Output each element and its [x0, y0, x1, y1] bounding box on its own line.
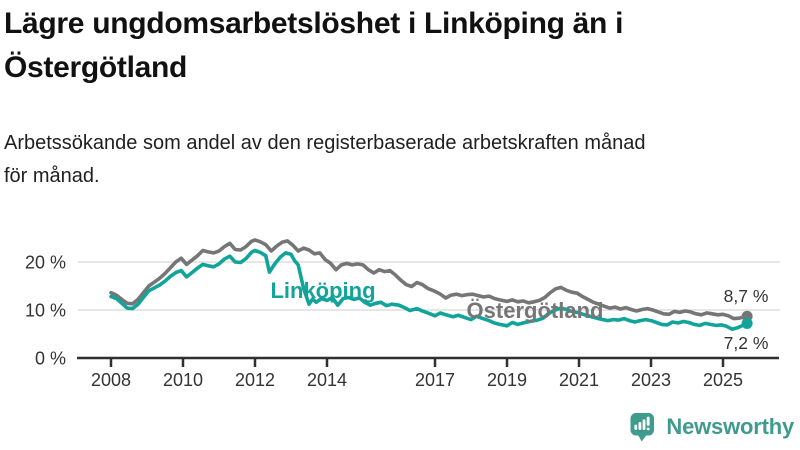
series-label-linköping: Linköping [270, 278, 375, 303]
brand-name: Newsworthy [666, 414, 794, 439]
page-subtitle: Arbetssökande som andel av den registerb… [4, 127, 794, 193]
x-tick-label: 2019 [487, 370, 527, 390]
page-subtitle-line-1: Arbetssökande som andel av den registerb… [4, 132, 646, 154]
series-end-dot-linköping [741, 317, 753, 329]
page-title-line-2: Östergötland [4, 51, 188, 84]
y-tick-label: 0 % [35, 349, 66, 369]
y-tick-label: 20 % [25, 253, 66, 273]
page-title-line-1: Lägre ungdomsarbetslöshet i Linköping än… [4, 7, 624, 40]
x-tick-label: 2010 [163, 370, 203, 390]
x-tick-label: 2021 [559, 370, 599, 390]
page-subtitle-line-2: för månad. [4, 165, 100, 187]
series-line-östergötland [109, 238, 749, 321]
page-title: Lägre ungdomsarbetslöshet i Linköping än… [4, 2, 784, 90]
end-value-label-östergötland: 8,7 % [724, 286, 769, 306]
series-line-linköping [109, 248, 749, 331]
x-tick-label: 2025 [703, 370, 743, 390]
unemployment-line-chart: 2008 2010 2012 2014 2017 2019 2021 2023 2025 0 % 1… [25, 238, 780, 390]
series-label-östergötland: Östergötland [467, 298, 604, 323]
y-tick-label: 10 % [25, 301, 66, 321]
x-tick-label: 2023 [631, 370, 671, 390]
x-tick-label: 2012 [235, 370, 275, 390]
newsworthy-brand-link[interactable]: Newsworthy [629, 410, 794, 444]
x-tick-label: 2017 [415, 370, 455, 390]
x-tick-label: 2008 [91, 370, 131, 390]
newsworthy-logo-icon [630, 412, 655, 441]
end-value-label-linköping: 7,2 % [724, 333, 769, 353]
x-tick-label: 2014 [307, 370, 347, 390]
